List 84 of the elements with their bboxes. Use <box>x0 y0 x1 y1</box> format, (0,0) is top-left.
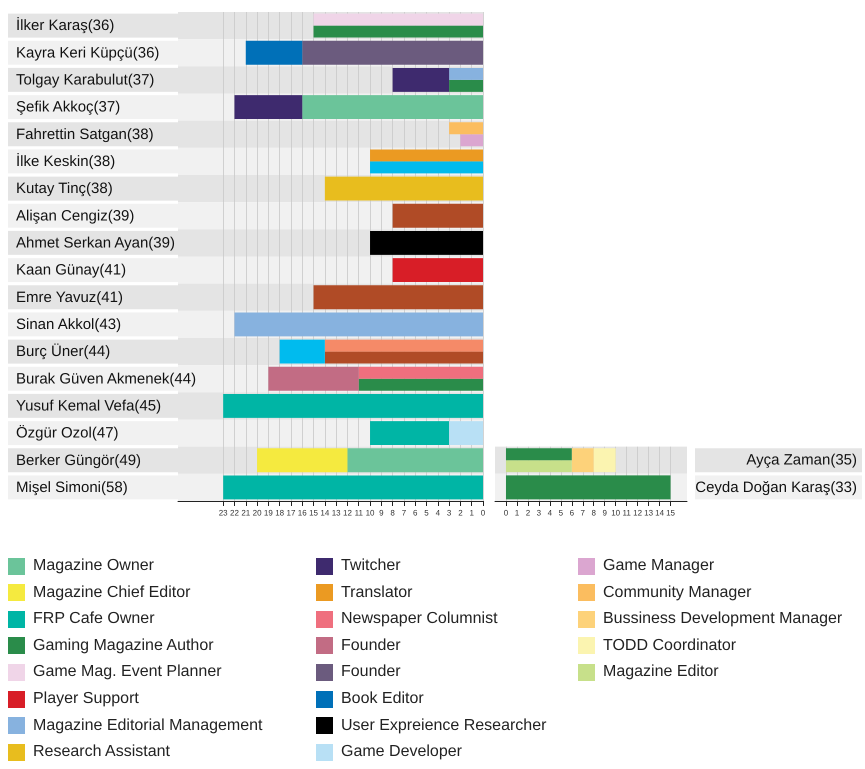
x-tick-label: 15 <box>309 508 319 518</box>
x-tick-label: 1 <box>469 508 474 518</box>
y-tick-label: Ayça Zaman(35) <box>746 452 857 469</box>
x-tick-label: 6 <box>570 508 575 518</box>
x-tick-label: 0 <box>480 508 486 518</box>
legend-label: Book Editor <box>341 690 424 708</box>
bar <box>572 448 594 472</box>
y-tick-label: Ahmet Serkan Ayan(39) <box>16 234 175 252</box>
y-tick-label: Burç Üner(44) <box>16 343 110 360</box>
x-tick-label: 10 <box>611 508 621 518</box>
x-tick-label: 9 <box>379 508 384 518</box>
y-tick-label: Alişan Cengiz(39) <box>16 207 134 224</box>
x-tick-label: 4 <box>436 508 441 518</box>
y-tick-label: Burak Güven Akmenek(44) <box>16 370 196 388</box>
x-tick-label: 10 <box>366 508 376 518</box>
x-tick-label: 6 <box>412 508 418 518</box>
x-tick-label: 12 <box>633 508 643 518</box>
x-tick-label: 3 <box>536 508 542 518</box>
x-tick-label: 14 <box>655 508 665 518</box>
y-tick-label: Tolgay Karabulut(37) <box>16 71 154 88</box>
x-tick-label: 19 <box>264 508 274 518</box>
legend-label: User Expreience Researcher <box>341 716 546 735</box>
x-tick-label: 2 <box>526 508 531 518</box>
legend-label: Gaming Magazine Author <box>33 636 214 655</box>
x-tick-label: 8 <box>390 508 396 518</box>
y-tick-label: Sinan Akkol(43) <box>16 316 122 333</box>
x-tick-label: 23 <box>218 508 228 518</box>
y-tick-label: Fahrettin Satgan(38) <box>16 126 154 143</box>
legend-label: Player Support <box>33 690 139 708</box>
legend-label: Twitcher <box>341 557 401 575</box>
x-tick-label: 3 <box>446 508 452 518</box>
legend-label: Magazine Chief Editor <box>33 584 190 602</box>
y-tick-label: Kutay Tinç(38) <box>16 180 113 198</box>
bar <box>506 460 572 472</box>
legend-label: Translator <box>341 584 412 602</box>
x-tick-label: 5 <box>424 508 430 518</box>
y-tick-label: İlke Keskin(38) <box>16 152 116 170</box>
legend-label: Community Manager <box>603 584 752 602</box>
x-tick-label: 2 <box>458 508 464 518</box>
legend-label: Bussiness Development Manager <box>603 610 842 628</box>
y-tick-label: Ceyda Doğan Karaş(33) <box>695 478 857 496</box>
x-tick-label: 5 <box>558 508 564 518</box>
x-tick-label: 1 <box>514 508 520 518</box>
x-tick-label: 7 <box>402 508 407 518</box>
x-tick-label: 13 <box>644 508 654 518</box>
y-tick-label: Mişel Simoni(58) <box>16 478 128 496</box>
y-tick-label: Emre Yavuz(41) <box>16 288 123 306</box>
bar <box>594 448 616 472</box>
x-tick-label: 11 <box>622 508 632 518</box>
y-tick-label: Berker Güngör(49) <box>16 452 142 469</box>
x-tick-label: 12 <box>342 508 352 518</box>
y-tick-label: Şefik Akkoç(37) <box>16 98 120 116</box>
legend-label: FRP Cafe Owner <box>33 610 155 628</box>
x-tick-label: 18 <box>275 508 285 518</box>
x-tick-label: 20 <box>252 508 262 518</box>
x-tick-label: 14 <box>320 508 330 518</box>
y-tick-label: Kayra Keri Küpçü(36) <box>16 44 160 62</box>
legend-label: Game Manager <box>603 557 714 575</box>
legend-label: Research Assistant <box>33 743 170 762</box>
legend-label: Magazine Editorial Management <box>33 716 262 735</box>
y-tick-label: İlker Karaş(36) <box>16 16 114 34</box>
x-tick-label: 8 <box>592 508 597 518</box>
legend-label: Newspaper Columnist <box>341 610 498 628</box>
x-tick-label: 7 <box>580 508 586 518</box>
x-tick-label: 4 <box>548 508 553 518</box>
x-tick-label: 17 <box>286 508 296 518</box>
legend-label: Magazine Owner <box>33 557 154 575</box>
x-tick-label: 21 <box>241 508 251 518</box>
x-tick-label: 9 <box>602 508 608 518</box>
y-tick-label: Kaan Günay(41) <box>16 262 126 279</box>
x-tick-label: 22 <box>230 508 240 518</box>
legend-label: TODD Coordinator <box>603 636 736 655</box>
legend-label: Founder <box>341 663 401 682</box>
y-tick-label: Yusuf Kemal Vefa(45) <box>16 397 162 414</box>
legend-label: Magazine Editor <box>603 663 719 682</box>
legend-label: Game Developer <box>341 743 462 762</box>
x-tick-label: 16 <box>298 508 308 518</box>
legend-label: Founder <box>341 636 401 655</box>
x-tick-label: 0 <box>504 508 509 518</box>
x-tick-label: 15 <box>666 508 676 518</box>
legend-label: Game Mag. Event Planner <box>33 663 222 682</box>
x-tick-label: 13 <box>332 508 342 518</box>
y-tick-label: Özgür Ozol(47) <box>16 424 119 442</box>
x-tick-label: 11 <box>354 508 364 518</box>
